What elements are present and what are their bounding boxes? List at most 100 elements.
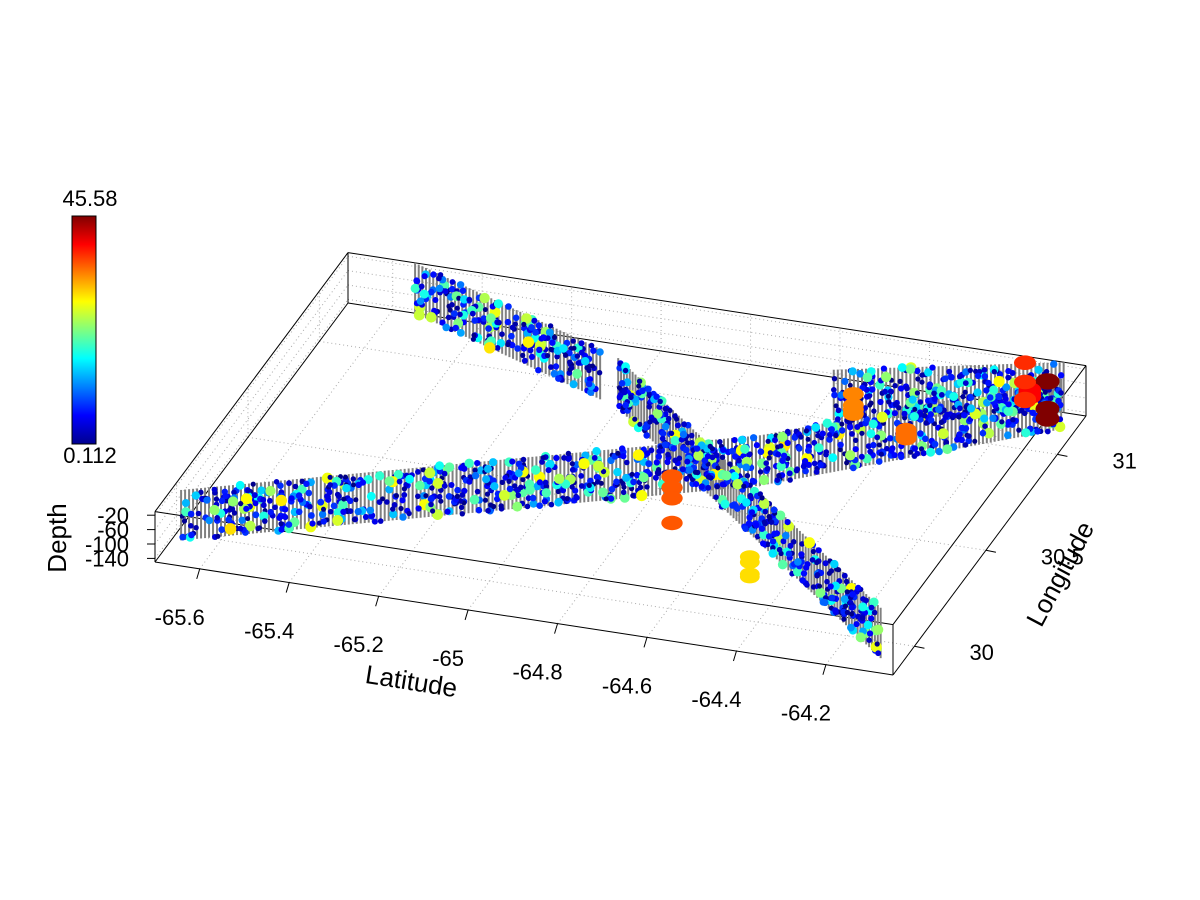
data-point: [854, 424, 861, 430]
data-point: [444, 462, 455, 473]
wall-grid-line: [347, 298, 1087, 413]
data-point: [531, 317, 538, 324]
data-point: [765, 533, 773, 540]
data-point: [574, 353, 581, 359]
data-point: [413, 309, 425, 321]
data-point: [927, 411, 934, 418]
data-point: [628, 394, 634, 401]
data-point: [317, 498, 325, 506]
data-point: [231, 489, 237, 496]
data-point: [753, 522, 760, 529]
data-point: [886, 399, 892, 405]
data-point: [292, 483, 299, 490]
data-point: [888, 447, 895, 454]
data-point: [661, 422, 670, 431]
data-point: [665, 415, 672, 422]
data-point: [490, 482, 499, 491]
z-tick-label: -100: [85, 532, 129, 557]
data-point: [215, 533, 221, 539]
data-point: [849, 591, 856, 598]
data-point: [484, 464, 492, 473]
data-point: [958, 424, 966, 432]
data-point: [849, 464, 857, 472]
data-point: [512, 483, 518, 489]
data-point: [924, 368, 933, 377]
data-point: [800, 570, 808, 577]
data-point: [764, 465, 771, 472]
data-point: [505, 341, 511, 348]
data-point: [935, 405, 943, 414]
data-point: [615, 450, 621, 456]
data-point: [485, 325, 492, 332]
data-point: [252, 500, 259, 507]
data-point: [897, 378, 903, 384]
data-point: [359, 479, 366, 486]
data-point: [251, 492, 258, 499]
data-point: [570, 338, 576, 344]
data-point: [908, 395, 917, 404]
data-point: [674, 416, 680, 422]
data-point: [535, 322, 542, 329]
data-point: [692, 469, 699, 475]
data-point: [843, 578, 850, 585]
data-point: [822, 560, 829, 567]
x-tick-mark: [554, 623, 559, 634]
data-point: [927, 402, 933, 408]
data-point: [643, 432, 650, 439]
data-point: [765, 438, 771, 444]
data-point: [943, 439, 950, 445]
data-point: [980, 414, 989, 423]
data-point: [941, 407, 947, 414]
data-point: [642, 424, 649, 431]
data-point: [426, 478, 433, 485]
data-point: [884, 445, 890, 452]
data-point: [782, 531, 790, 540]
data-point: [502, 474, 509, 481]
data-point: [569, 484, 575, 490]
data-point: [622, 473, 631, 482]
data-point: [684, 458, 691, 465]
data-point: [653, 459, 660, 466]
data-point: [905, 364, 916, 374]
data-point: [799, 577, 806, 584]
data-point: [849, 611, 855, 617]
data-point: [509, 341, 516, 349]
data-point: [560, 487, 567, 494]
data-point: [926, 381, 934, 388]
data-point: [514, 469, 523, 478]
data-point: [499, 331, 505, 338]
data-point: [509, 324, 516, 331]
box-edge: [154, 252, 349, 512]
data-point: [731, 453, 739, 460]
data-point: [944, 411, 950, 418]
data-point: [240, 493, 253, 505]
data-point: [593, 460, 604, 472]
data-point: [218, 526, 226, 533]
data-point: [555, 375, 562, 382]
x-tick-mark: [375, 596, 380, 607]
data-point: [420, 467, 426, 473]
data-point: [1054, 421, 1066, 433]
data-point: [514, 345, 521, 352]
data-point: [776, 461, 786, 471]
data-point: [867, 402, 873, 408]
data-point: [193, 525, 199, 531]
data-point: [416, 297, 425, 306]
data-point: [742, 463, 750, 472]
data-point: [198, 489, 204, 495]
data-point: [838, 427, 846, 434]
data-point: [243, 505, 250, 512]
data-point: [347, 508, 354, 514]
data-point: [454, 486, 461, 494]
data-point: [554, 497, 563, 506]
data-point: [565, 455, 572, 462]
data-point: [231, 510, 238, 516]
data-point: [559, 344, 568, 353]
colorbar-min-label: 0.112: [63, 443, 116, 468]
data-point: [714, 484, 720, 490]
data-point: [572, 368, 583, 379]
box-edge: [347, 252, 1087, 367]
data-point: [810, 584, 817, 590]
data-point: [949, 392, 959, 401]
data-point: [853, 621, 860, 628]
